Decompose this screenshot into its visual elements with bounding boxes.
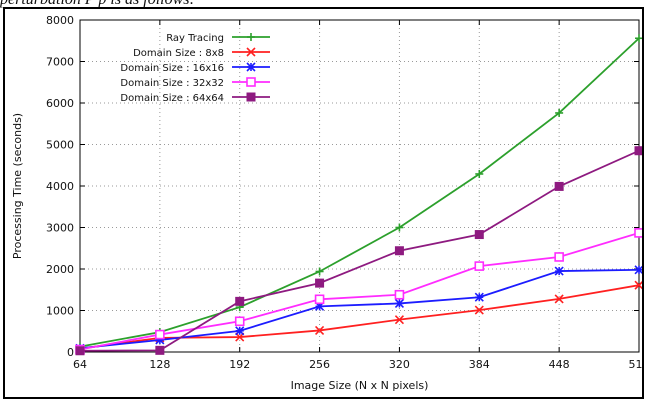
data-point xyxy=(246,47,256,57)
legend: Ray Tracing Domain Size : 8x8 Domain Size … xyxy=(120,33,270,104)
data-point xyxy=(555,108,564,117)
data-point xyxy=(474,292,484,302)
data-point xyxy=(246,62,256,72)
data-point xyxy=(246,77,256,87)
y-tick-label: 6000 xyxy=(46,97,74,110)
y-tick-label: 8000 xyxy=(46,14,74,27)
legend-entry: Domain Size : 16x16 xyxy=(120,62,270,74)
x-tick-label: 384 xyxy=(469,358,490,371)
data-point xyxy=(474,305,484,315)
y-tick-label: 2000 xyxy=(46,263,74,276)
data-point xyxy=(75,346,85,356)
legend-label: Domain Size : 32x32 xyxy=(120,78,224,89)
series-3 xyxy=(75,228,642,355)
data-point xyxy=(246,92,256,102)
data-point xyxy=(394,315,404,325)
y-tick-label: 7000 xyxy=(46,56,74,69)
x-tick-label: 128 xyxy=(149,358,170,371)
legend-entry: Domain Size : 8x8 xyxy=(133,47,270,59)
data-point xyxy=(634,280,642,290)
series-lines xyxy=(75,34,642,356)
data-point xyxy=(554,252,564,262)
data-point xyxy=(394,289,405,300)
data-point xyxy=(634,228,642,238)
y-tick-label: 4000 xyxy=(46,180,74,193)
y-axis-label: Processing Time (seconds) xyxy=(11,113,24,259)
legend-entry: Domain Size : 32x32 xyxy=(120,77,270,89)
data-point xyxy=(247,33,255,41)
legend-label: Ray Tracing xyxy=(166,33,224,44)
data-point xyxy=(474,230,484,240)
data-point xyxy=(475,169,484,178)
y-tick-label: 5000 xyxy=(46,139,74,152)
y-tick-label: 0 xyxy=(67,346,74,359)
data-point xyxy=(394,246,404,256)
series-line xyxy=(79,37,640,348)
x-tick-label: 256 xyxy=(309,358,330,371)
data-point xyxy=(315,278,325,288)
data-point xyxy=(234,316,245,327)
data-point xyxy=(554,294,564,304)
series-line xyxy=(79,149,640,352)
series-4 xyxy=(75,146,642,356)
top-caption: perturbation P p is as follows: xyxy=(0,0,649,9)
data-point xyxy=(315,325,325,335)
data-point xyxy=(155,329,165,340)
axis-ticks: 0 1000 2000 3000 4000 5000 6000 7000 8000 64 128 19… xyxy=(46,14,642,371)
x-tick-label: 320 xyxy=(389,358,410,371)
data-point xyxy=(394,298,404,309)
data-point xyxy=(554,181,564,191)
legend-label: Domain Size : 8x8 xyxy=(133,48,224,59)
data-point xyxy=(315,267,324,276)
chart-frame: 0 1000 2000 3000 4000 5000 6000 7000 8000 64 128 19… xyxy=(3,7,644,399)
line-chart: 0 1000 2000 3000 4000 5000 6000 7000 8000 64 128 19… xyxy=(11,14,642,392)
legend-label: Domain Size : 16x16 xyxy=(120,63,224,74)
series-line xyxy=(79,232,640,351)
y-tick-label: 3000 xyxy=(46,222,74,235)
x-axis-label: Image Size (N x N pixels) xyxy=(291,379,429,392)
data-point xyxy=(314,294,325,305)
data-point xyxy=(235,326,245,336)
legend-label: Domain Size : 64x64 xyxy=(120,93,224,104)
x-tick-label: 448 xyxy=(549,358,570,371)
x-tick-label: 64 xyxy=(73,358,87,371)
x-tick-label: 512 xyxy=(629,358,643,371)
data-point xyxy=(635,34,642,43)
series-line xyxy=(79,268,640,350)
data-point xyxy=(155,345,165,355)
data-point xyxy=(634,265,642,275)
data-point xyxy=(235,296,245,306)
x-tick-label: 192 xyxy=(229,358,250,371)
data-point xyxy=(634,146,642,156)
y-tick-label: 1000 xyxy=(46,305,74,318)
legend-entry: Domain Size : 64x64 xyxy=(120,92,270,104)
legend-entry: Ray Tracing xyxy=(166,33,270,44)
data-point xyxy=(554,266,564,276)
data-point xyxy=(395,223,404,232)
data-point xyxy=(474,261,485,271)
